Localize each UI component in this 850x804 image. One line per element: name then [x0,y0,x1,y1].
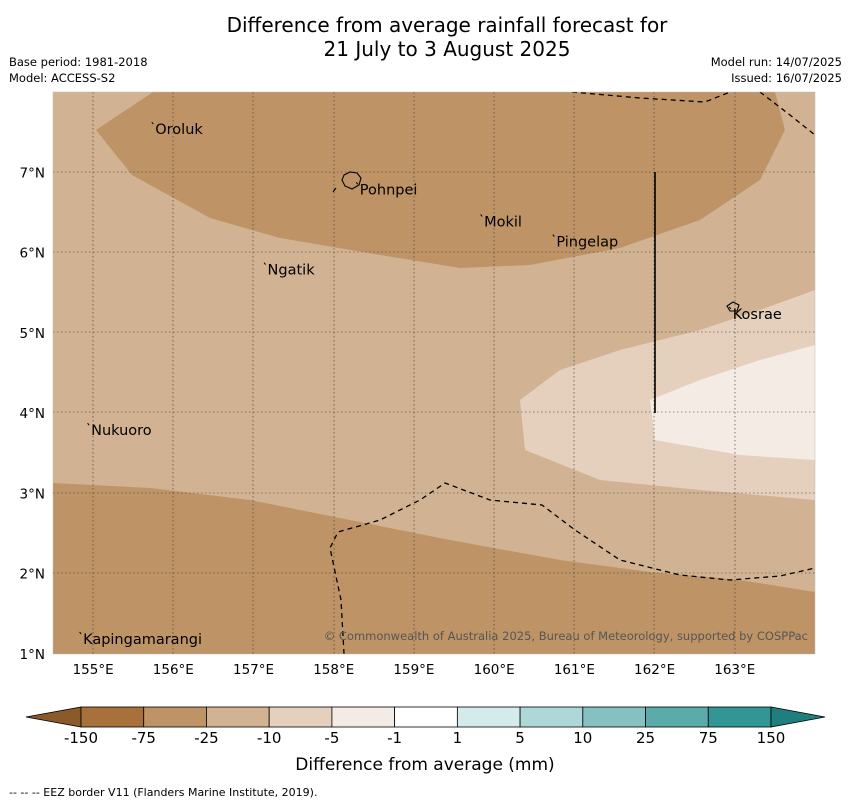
y-tick-label: 3°N [20,486,45,502]
kosrae-island-shape [726,301,740,312]
x-tick-label: 156°E [153,662,194,678]
colorbar-segment [582,706,646,728]
colorbar-tick-label: -25 [194,729,219,747]
place-marker-pingelap [552,234,555,237]
colorbar-extend-high [770,706,826,728]
anomaly-band-minus5 [650,345,815,460]
y-tick-label: 5°N [20,326,45,342]
colorbar-tick-label: 1 [452,729,463,747]
y-tick-label: 2°N [20,567,45,583]
eez-border-north [571,92,815,136]
colorbar-segment [707,706,772,728]
x-tick-label: 162°E [634,662,675,678]
base-period-text: Base period: 1981-2018 [9,55,148,69]
island-outlines [332,171,740,312]
y-tick-label: 7°N [20,165,45,181]
colorbar-tick-label: -10 [256,729,282,747]
colorbar-tick-label: -1 [387,729,403,747]
colorbar-tick-label: -150 [63,729,99,747]
place-marker-kapingamarangi [79,631,82,635]
place-marker-mokil [480,214,483,217]
colorbar-segment [143,706,207,728]
place-label-pohnpei: Pohnpei [360,182,418,198]
x-tick-label: 163°E [714,662,755,678]
y-tick-label: 4°N [20,406,45,422]
ant-atoll-mark [332,187,337,193]
x-tick-label: 161°E [554,662,595,678]
colorbar-tick-label: 5 [515,729,525,747]
place-labels: Oroluk Pohnpei Mokil Pingelap Ngatik Kosrae Nu… [79,121,782,648]
map-gridlines [53,92,815,654]
map-title: Difference from average rainfall forecas… [0,13,850,61]
x-tick-label: 158°E [313,662,354,678]
y-tick-label: 1°N [20,647,45,663]
issued-text: Issued: 16/07/2025 [731,71,842,85]
colorbar-segment [645,706,709,728]
colorbar-tick-label: 75 [698,729,718,747]
latitude-tick-labels: 1°N 2°N 3°N 4°N 5°N 6°N 7°N [20,165,45,663]
colorbar-segment [456,706,521,728]
longitude-tick-labels: 155°E 156°E 157°E 158°E 159°E 160°E 161°E 162°E… [73,662,756,678]
place-label-kosrae: Kosrae [733,307,782,323]
colorbar-segment [206,706,270,728]
place-label-ngatik: Ngatik [268,263,316,279]
place-marker-kosrae [728,306,732,310]
title-line-2: 21 July to 3 August 2025 [323,37,571,61]
pohnpei-island-shape [341,171,362,190]
colorbar-extend-low [25,706,82,728]
colorbar-segment [331,706,396,728]
place-marker-ngatik [263,262,266,265]
place-label-nukuoro: Nukuoro [91,423,152,439]
place-label-kapingamarangi: Kapingamarangi [83,632,202,648]
place-marker-oroluk [151,121,154,125]
copyright-text: © Commonwealth of Australia 2025, Bureau… [324,629,808,643]
eez-legend-note: -- -- -- EEZ border V11 (Flanders Marine… [9,786,318,799]
model-text: Model: ACCESS-S2 [9,71,116,85]
meta-left: Base period: 1981-2018 Model: ACCESS-S2 [9,54,148,86]
place-marker-nukuoro [87,422,90,426]
colorbar-tick-label: -75 [131,729,156,747]
colorbar [25,706,826,728]
title-line-1: Difference from average rainfall forecas… [226,13,668,37]
colorbar-segment [394,706,458,728]
anomaly-band-south-dry [53,483,815,654]
x-tick-label: 159°E [393,662,434,678]
colorbar-tick-label: 10 [573,729,593,747]
eez-border-south [329,482,815,654]
rainfall-anomaly-field [53,92,815,654]
place-label-oroluk: Oroluk [155,122,203,138]
x-tick-label: 155°E [73,662,114,678]
x-tick-label: 160°E [474,662,515,678]
colorbar-segment [519,706,584,728]
x-tick-label: 157°E [233,662,274,678]
model-run-text: Model run: 14/07/2025 [710,55,842,69]
anomaly-band-north-dry [96,92,785,268]
colorbar-tick-label: 25 [635,729,656,747]
place-label-mokil: Mokil [484,214,522,230]
y-tick-label: 6°N [20,246,45,262]
place-marker-pohnpei [355,182,359,185]
map-frame [52,91,816,655]
colorbar-tick-label: 150 [756,729,786,747]
colorbar-tick-label: -5 [324,729,340,747]
colorbar-segment [268,706,333,728]
colorbar-segment [80,706,145,728]
meta-right: Model run: 14/07/2025 Issued: 16/07/2025 [711,54,842,86]
eez-borders [329,92,815,654]
colorbar-title: Difference from average (mm) [295,755,555,775]
place-label-pingelap: Pingelap [556,235,618,251]
